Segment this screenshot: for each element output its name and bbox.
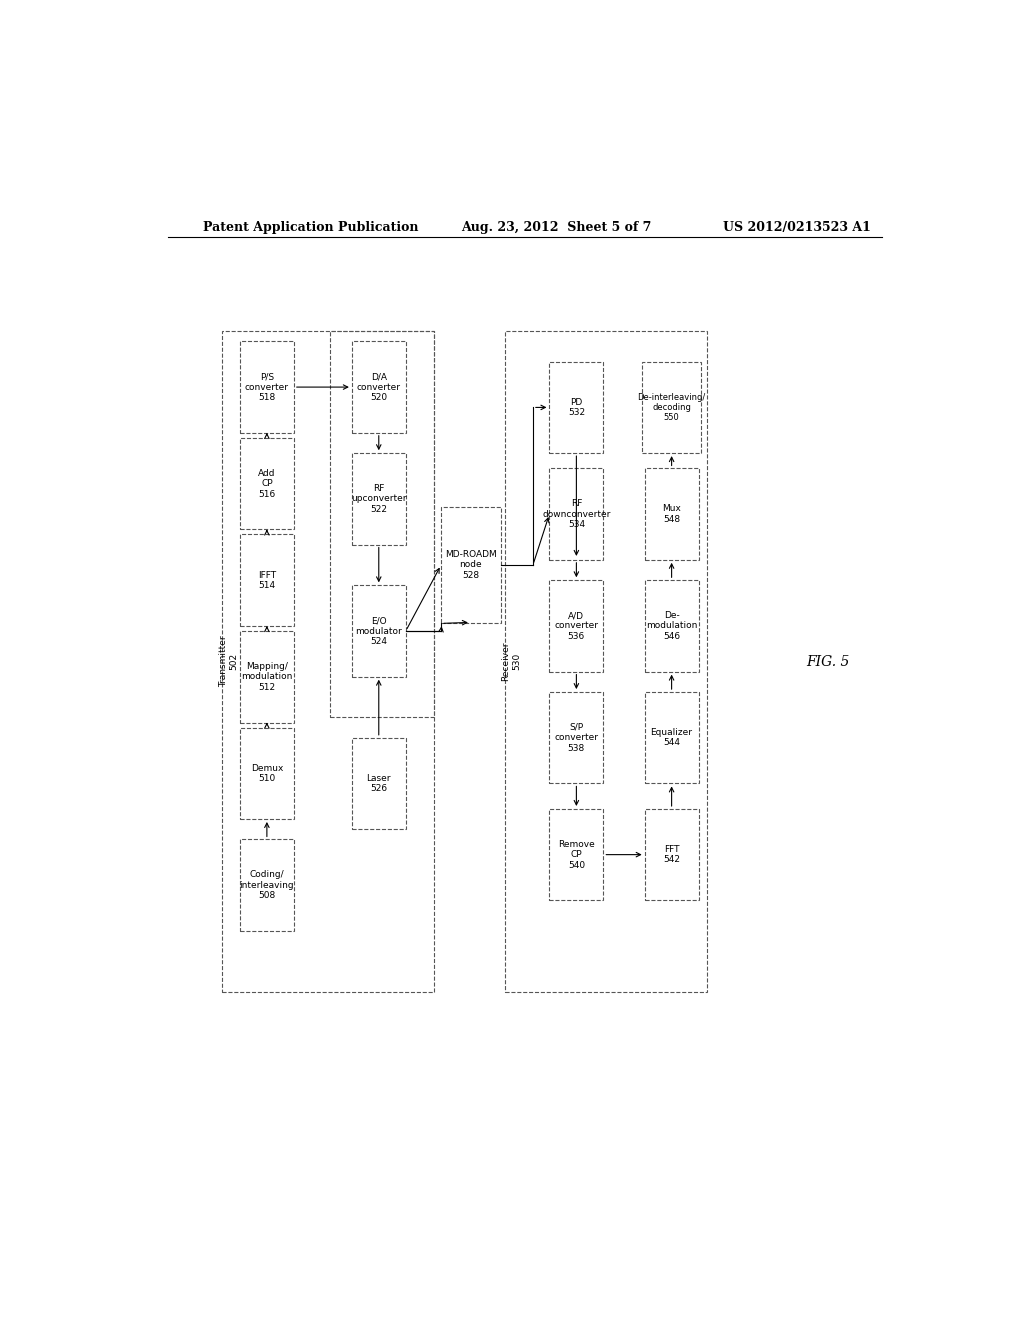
Text: De-
modulation
546: De- modulation 546 [646, 611, 697, 640]
Text: Patent Application Publication: Patent Application Publication [204, 222, 419, 235]
Text: Aug. 23, 2012  Sheet 5 of 7: Aug. 23, 2012 Sheet 5 of 7 [461, 222, 651, 235]
Text: Equalizer
544: Equalizer 544 [650, 729, 692, 747]
Text: PD
532: PD 532 [568, 397, 585, 417]
Text: US 2012/0213523 A1: US 2012/0213523 A1 [723, 222, 871, 235]
Text: De-interleaving/
decoding
550: De-interleaving/ decoding 550 [638, 392, 706, 422]
Text: FIG. 5: FIG. 5 [807, 655, 850, 668]
Bar [645, 692, 698, 784]
Text: RF
downconverter
534: RF downconverter 534 [542, 499, 610, 529]
Bar [352, 342, 406, 433]
Bar [352, 453, 406, 545]
Text: MD-ROADM
node
528: MD-ROADM node 528 [445, 550, 497, 579]
Bar [645, 469, 698, 560]
Bar [352, 585, 406, 677]
Text: Receiver
530: Receiver 530 [502, 642, 521, 681]
Bar [240, 631, 294, 722]
Bar [240, 840, 294, 931]
Text: Transmitter
502: Transmitter 502 [219, 636, 239, 688]
Bar [550, 581, 603, 672]
Text: E/O
modulator
524: E/O modulator 524 [355, 616, 402, 645]
Bar [221, 331, 433, 991]
Bar [240, 342, 294, 433]
Text: Mapping/
modulation
512: Mapping/ modulation 512 [242, 661, 293, 692]
Text: FFT
542: FFT 542 [664, 845, 680, 865]
Text: A/D
converter
536: A/D converter 536 [554, 611, 598, 640]
Text: RF
upconverter
522: RF upconverter 522 [351, 484, 407, 513]
Bar [550, 809, 603, 900]
Text: Coding/
interleaving
508: Coding/ interleaving 508 [240, 870, 294, 900]
Text: Mux
548: Mux 548 [663, 504, 681, 524]
Text: Demux
510: Demux 510 [251, 764, 283, 783]
Bar [645, 809, 698, 900]
Bar [505, 331, 708, 991]
Bar [550, 469, 603, 560]
Bar [240, 535, 294, 626]
Bar [331, 331, 433, 718]
Bar [642, 362, 701, 453]
Bar [441, 507, 501, 623]
Text: D/A
converter
520: D/A converter 520 [356, 372, 400, 403]
Bar [550, 692, 603, 784]
Text: Add
CP
516: Add CP 516 [258, 469, 275, 499]
Text: IFFT
514: IFFT 514 [258, 570, 275, 590]
Text: Remove
CP
540: Remove CP 540 [558, 840, 595, 870]
Bar [352, 738, 406, 829]
Text: S/P
converter
538: S/P converter 538 [554, 723, 598, 752]
Bar [550, 362, 603, 453]
Text: P/S
converter
518: P/S converter 518 [245, 372, 289, 403]
Bar [240, 727, 294, 818]
Bar [645, 581, 698, 672]
Text: Laser
526: Laser 526 [367, 774, 391, 793]
Bar [240, 438, 294, 529]
